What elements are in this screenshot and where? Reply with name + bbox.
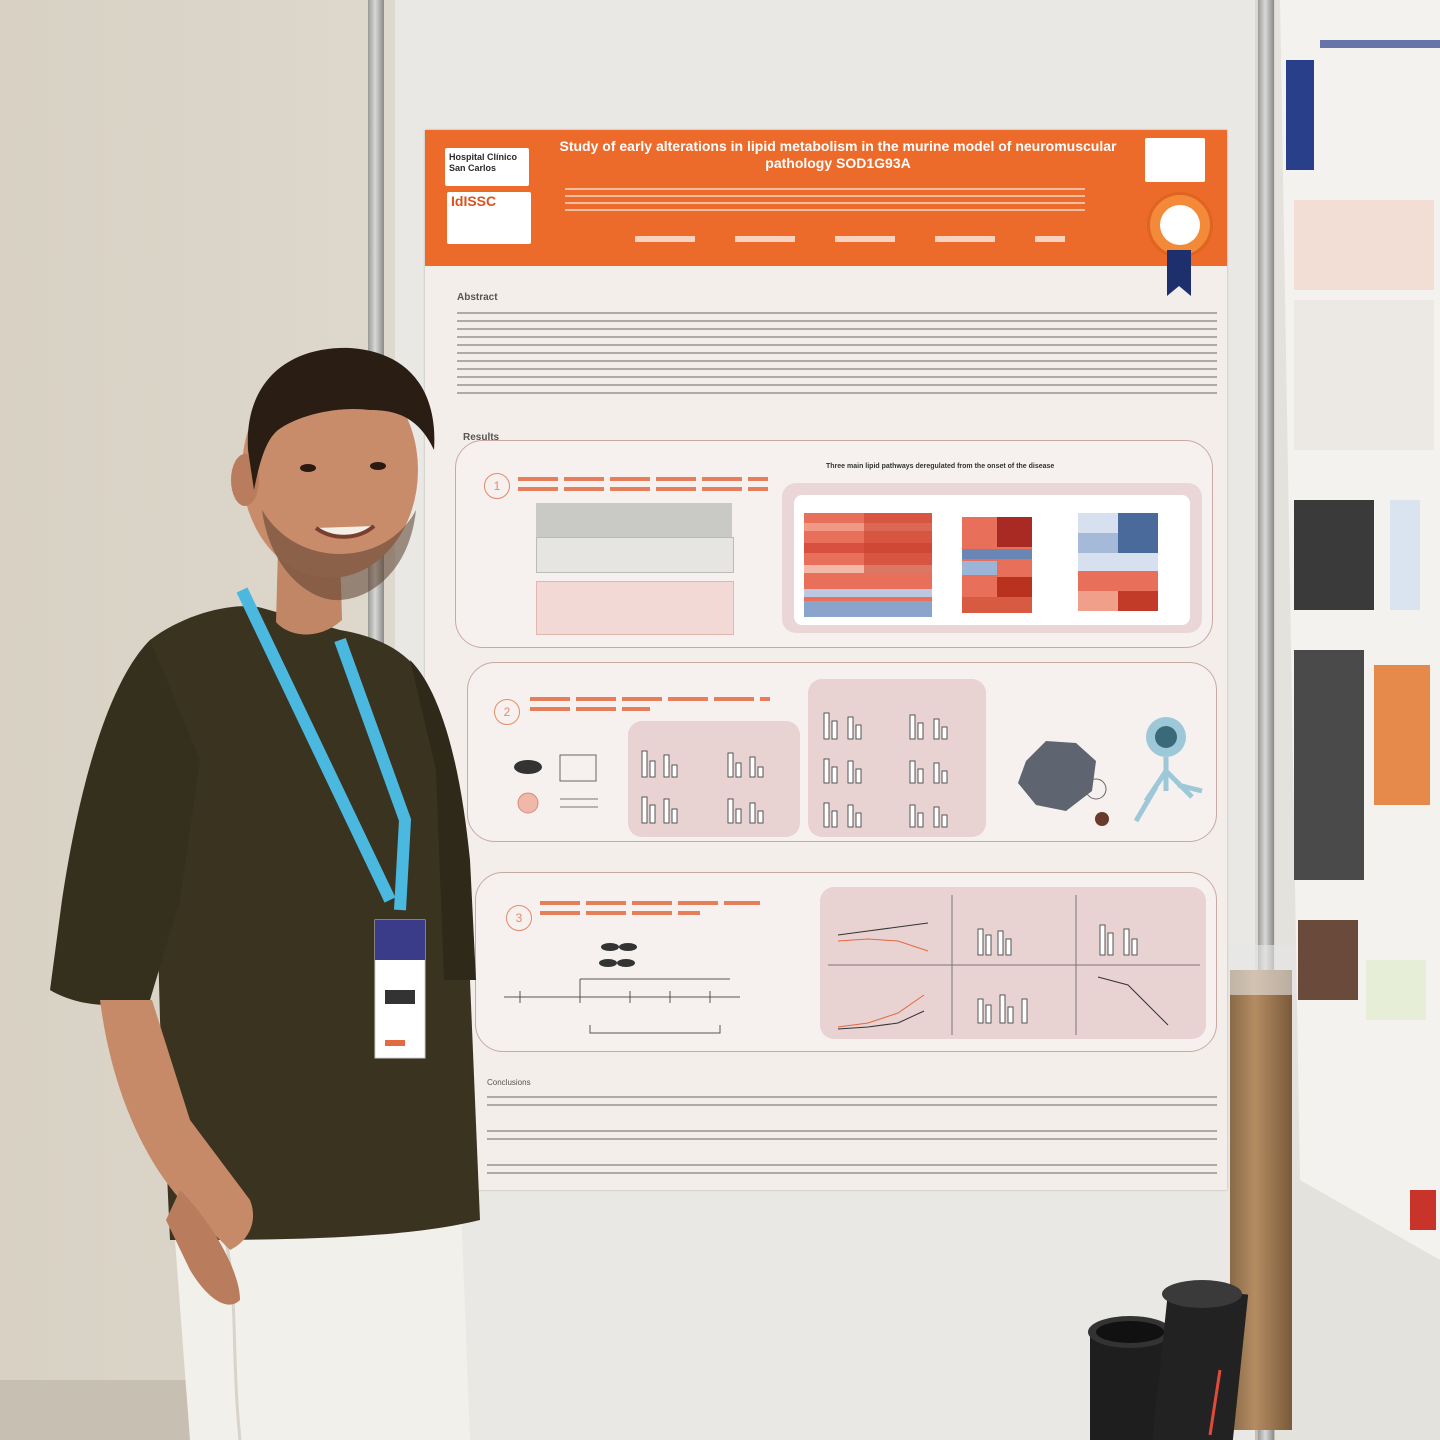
- hair: [247, 347, 435, 490]
- abstract-text: [457, 312, 1217, 400]
- poster-header: Hospital Clínico San Carlos IdISSC Study…: [425, 130, 1227, 266]
- heatmap-panel: [782, 483, 1202, 633]
- scientific-poster: Hospital Clínico San Carlos IdISSC Study…: [425, 130, 1227, 1190]
- hospital-logo: Hospital Clínico San Carlos: [445, 148, 529, 186]
- blue-lanyard: [236, 587, 396, 903]
- black-poster-tubes: [1088, 1280, 1249, 1440]
- person-standing: [50, 347, 480, 1440]
- heatmap-eicosanoids: [962, 517, 1032, 613]
- experimental-timeline: [504, 943, 740, 1034]
- hospital-logo-text: Hospital Clínico San Carlos: [449, 152, 518, 173]
- result-1-heading: Three main lipid pathways deregulated fr…: [826, 463, 1055, 470]
- result-2-box: 2: [467, 662, 1217, 842]
- results-heading: Results: [463, 432, 500, 443]
- institute-logo: IdISSC: [447, 192, 531, 244]
- stubble: [262, 510, 416, 601]
- conclusion-point-1: [487, 1096, 1217, 1106]
- institute-logo-text: IdISSC: [451, 193, 497, 209]
- result-1-number: 1: [484, 473, 510, 499]
- award-medal: [1147, 192, 1213, 258]
- result-1-table-bottom: [536, 581, 734, 635]
- heatmap-cholesterol: [1078, 513, 1158, 611]
- poster-title: Study of early alterations in lipid meta…: [559, 138, 1117, 171]
- result-3-box: 3: [475, 872, 1217, 1052]
- tube-cap: [1226, 945, 1296, 995]
- result-3-number: 3: [506, 905, 532, 931]
- result-1-box: 1 Three main lipid pathways deregulated …: [455, 440, 1213, 648]
- result-3-title: [540, 901, 760, 905]
- conclusions-heading: Conclusions: [487, 1078, 531, 1087]
- heatmap-sphingolipids: [804, 513, 932, 617]
- result-2-number: 2: [494, 699, 520, 725]
- abstract-heading: Abstract: [457, 292, 498, 303]
- cholesterol-transport-panel: [808, 679, 986, 837]
- conclusion-point-3: [487, 1164, 1217, 1178]
- white-pants: [172, 1180, 470, 1440]
- result-1-title: [518, 477, 768, 481]
- result-1-table-top: [536, 503, 732, 537]
- poster-authors: [565, 188, 1085, 216]
- dark-shirt: [150, 606, 480, 1240]
- cholesterol-biosynthesis-panel: [628, 721, 800, 837]
- adjacent-poster: [1280, 0, 1440, 1260]
- poster-contacts: [635, 236, 1065, 242]
- cell-illustration: [1018, 717, 1203, 826]
- adjacent-poster-logo: [1286, 60, 1314, 170]
- university-logo: [1145, 138, 1205, 182]
- treatment-results-panel: [820, 887, 1206, 1039]
- result-2-title: [530, 697, 770, 701]
- award-ribbon: [1167, 250, 1191, 296]
- conclusion-point-2: [487, 1130, 1217, 1144]
- mouse-schematic: [514, 754, 598, 814]
